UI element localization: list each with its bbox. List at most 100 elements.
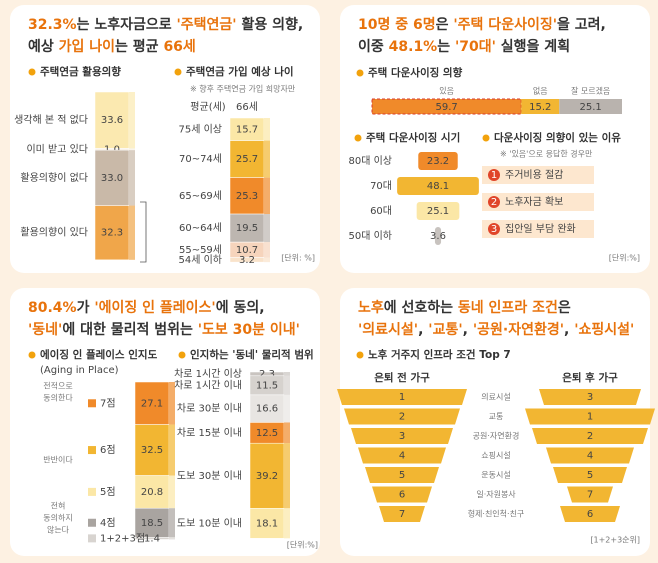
label: 50대 이하: [348, 229, 392, 242]
label: 있음: [439, 86, 454, 96]
bar-side: [264, 214, 270, 243]
rank-badge: [488, 223, 500, 235]
label: 2.3: [259, 369, 275, 380]
label: 15.7: [236, 124, 258, 135]
label: 33.6: [101, 115, 123, 126]
label: 2: [587, 431, 593, 442]
panel-title: 노후에 선호하는 동네 인프라 조건은: [358, 299, 571, 316]
label: [단위: %]: [281, 253, 315, 263]
label: [1+2+3순위]: [590, 536, 640, 545]
title-part: '도보 30분 이내': [198, 321, 300, 338]
bullet: [28, 351, 36, 359]
label: 교통: [489, 412, 504, 421]
bar-segment: [249, 394, 285, 423]
bar-side: [284, 443, 290, 509]
title-part: ,: [418, 322, 428, 338]
bullet: [178, 351, 186, 359]
title-part: 동네 인프라 조건: [458, 299, 558, 316]
label: 주거비용 절감: [505, 168, 563, 181]
label: 75세 이상: [178, 123, 222, 135]
bar-side: [264, 242, 270, 258]
title-part: 에 선호하는: [384, 299, 458, 316]
title-part: '주택 다운사이징': [453, 16, 557, 33]
label: 32.3: [101, 228, 123, 239]
label: 형제·친인척·친구: [468, 509, 525, 519]
title-part: '동네': [28, 322, 62, 338]
title-part: 66세: [163, 39, 195, 55]
label: 은퇴 후 가구: [562, 371, 618, 384]
title-part: '의료시설': [358, 321, 418, 338]
label: 6: [587, 509, 593, 520]
label: 3: [491, 224, 497, 235]
label: 20.8: [141, 487, 163, 498]
label: 60~64세: [179, 222, 222, 234]
label: 65~69세: [179, 190, 222, 202]
label: 3.2: [239, 255, 255, 266]
bar-segment: [134, 381, 170, 425]
rank-badge: [488, 196, 500, 208]
title-part: '쇼핑시설': [574, 321, 634, 338]
bar-segment: [559, 99, 622, 114]
title-part: 을 고려,: [557, 16, 606, 33]
bar-side: [169, 508, 175, 538]
label: 3.6: [430, 231, 446, 242]
bar-segment: [229, 140, 265, 178]
panel-title: 이중 48.1%는 '70대' 실행을 계획: [358, 38, 570, 55]
label: 5점: [100, 486, 116, 498]
bar-side: [284, 422, 290, 444]
label: 10.7: [236, 245, 258, 256]
bar-side: [264, 177, 270, 215]
title-part: 는 노후자금으로: [77, 17, 177, 33]
rank-bar: [337, 389, 467, 405]
rank-bar: [379, 506, 425, 522]
rank-bar: [539, 389, 641, 405]
legend-swatch: [88, 446, 96, 455]
bullet: [174, 68, 182, 76]
title-part: 48.1%: [389, 39, 438, 55]
panel-title: 10명 중 6명은 '주택 다운사이징'을 고려,: [358, 16, 606, 33]
label: 2: [399, 412, 405, 423]
label: 25.3: [236, 191, 258, 202]
title-part: 활용 의향,: [237, 16, 304, 33]
label: 5: [587, 470, 593, 481]
bar-side: [284, 394, 290, 423]
bar-segment: [249, 442, 285, 509]
bar-segment: [249, 508, 285, 539]
label: 도보 10분 이내: [177, 517, 242, 529]
section-heading: 에이징 인 플레이스 인지도: [40, 348, 158, 361]
funnel-bar: [397, 177, 479, 195]
bar-side: [264, 118, 270, 141]
rank-bar: [546, 447, 634, 464]
label: 5: [399, 470, 405, 481]
title-part: 에 동의,: [216, 299, 265, 316]
funnel-bar: [418, 152, 458, 170]
label: 33.0: [101, 173, 123, 184]
title-part: '70대': [455, 39, 496, 55]
rank-bar: [372, 486, 432, 503]
label: 16.6: [256, 404, 278, 415]
label: 4: [587, 451, 593, 462]
label: 은퇴 전 가구: [374, 371, 430, 384]
bullet: [482, 134, 490, 142]
label: 이미 받고 있다: [26, 143, 88, 155]
label: 12.5: [256, 428, 278, 439]
section-heading: 주택 다운사이징 시기: [366, 131, 460, 144]
label: [단위:%]: [609, 253, 640, 263]
label: 25.1: [427, 206, 449, 217]
funnel-bar: [434, 227, 442, 245]
label: 23.2: [427, 156, 449, 167]
bar-side: [284, 372, 290, 376]
label: 동의하지: [43, 513, 72, 523]
panel-title: 예상 가입 나이는 평균 66세: [28, 38, 196, 55]
title-part: 은: [558, 300, 571, 316]
bar-side: [129, 205, 135, 260]
title-part: 노후: [358, 300, 384, 316]
title-part: 10명 중 6명: [358, 16, 436, 33]
bar-segment: [134, 424, 170, 476]
rank-bar: [365, 467, 439, 483]
label: 반반이다: [43, 455, 73, 465]
label: 4: [399, 451, 405, 462]
title-part: 은: [436, 17, 454, 33]
rank-bar: [351, 428, 453, 444]
